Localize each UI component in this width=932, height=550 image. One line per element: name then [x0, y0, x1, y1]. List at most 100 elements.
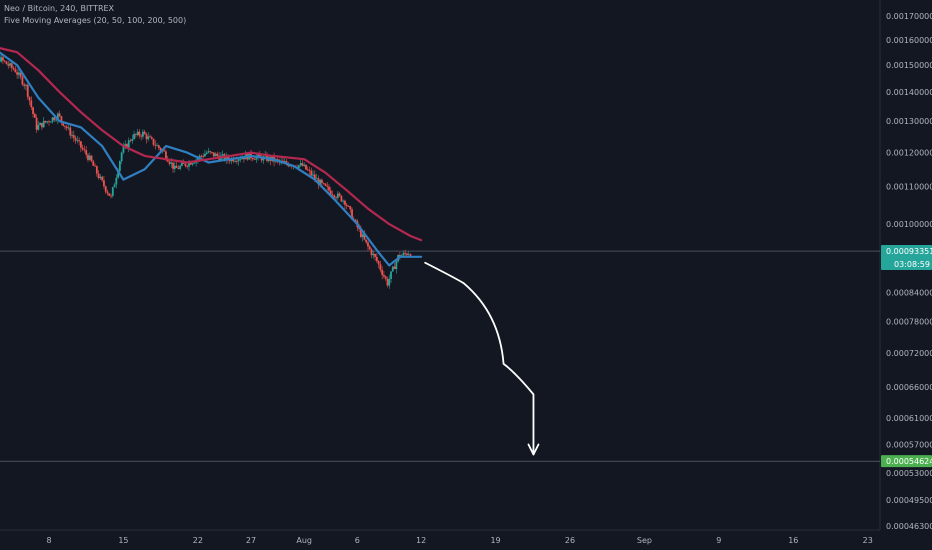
candle-body [333, 195, 336, 198]
candle-body [79, 141, 82, 148]
candle-body [136, 131, 139, 135]
candle-body [209, 151, 212, 153]
candle-body [175, 165, 178, 168]
candle-body [338, 193, 341, 196]
x-tick-label: 23 [863, 536, 873, 545]
y-tick-label: 0.00160000 [886, 36, 932, 45]
candle-body [113, 184, 116, 188]
candle-body [326, 185, 329, 187]
candle-body [103, 180, 105, 187]
candle-body [60, 116, 63, 122]
candle-body [108, 193, 111, 196]
candle-body [149, 136, 151, 138]
candle-body [395, 261, 398, 270]
candle-body [235, 160, 238, 162]
x-tick-label: 26 [565, 536, 575, 545]
y-tick-label: 0.00130000 [886, 117, 932, 126]
candle-body [354, 219, 357, 222]
candle-body [322, 182, 325, 184]
candle-body [282, 160, 284, 162]
symbol-title: Neo / Bitcoin, 240, BITTREX [4, 4, 115, 13]
candle-body [74, 137, 77, 141]
candle-body [118, 161, 121, 171]
candle-body [65, 126, 68, 129]
candle-body [51, 117, 54, 122]
y-tick-label: 0.00170000 [886, 12, 932, 21]
candle-body [172, 162, 174, 169]
candle-body [0, 57, 3, 62]
candle-body [212, 152, 215, 157]
candle-body [152, 138, 155, 145]
candle-body [202, 156, 205, 157]
candle-body [110, 195, 112, 197]
candle-body [216, 153, 219, 156]
candle-body [379, 264, 382, 270]
candle-body [391, 266, 394, 272]
candle-body [156, 145, 158, 147]
projection-arrowhead [527, 443, 540, 456]
candle-body [383, 274, 385, 277]
x-tick-label: 9 [716, 536, 721, 545]
candle-body [205, 152, 208, 154]
candle-body [177, 167, 180, 169]
candle-body [42, 120, 45, 128]
candle-body [21, 76, 24, 85]
candle-body [347, 206, 350, 207]
candle-body [64, 125, 66, 127]
candle-body [182, 162, 185, 164]
candle-body [214, 153, 217, 157]
candle-body [170, 162, 173, 164]
candle-body [9, 63, 11, 66]
candle-body [129, 140, 132, 142]
candle-body [41, 122, 43, 128]
candle-body [69, 127, 72, 136]
candle-body [163, 150, 166, 152]
candle-body [126, 144, 128, 148]
candle-body [14, 69, 17, 73]
candle-body [95, 166, 98, 174]
candle-body [181, 162, 183, 166]
candle-body [257, 154, 260, 157]
candle-body [157, 145, 160, 149]
candle-body [336, 193, 339, 198]
candle-body [53, 117, 56, 120]
candle-body [97, 173, 100, 179]
candle-body [55, 119, 57, 121]
candle-body [406, 253, 408, 256]
candle-body [310, 170, 313, 176]
candle-body [48, 121, 50, 123]
candle-body [237, 159, 240, 162]
candle-body [283, 161, 286, 162]
candle-body [72, 135, 75, 138]
candle-body [83, 149, 86, 151]
candle-body [67, 127, 70, 129]
candle-body [393, 266, 396, 270]
candle-body [99, 176, 102, 179]
candle-body [313, 174, 316, 179]
candle-body [134, 134, 137, 135]
candle-body [140, 135, 143, 137]
candle-body [127, 140, 130, 148]
candle-body [173, 165, 176, 169]
y-tick-label: 0.00140000 [886, 88, 932, 97]
candle-body [374, 253, 376, 257]
candle-body [165, 151, 167, 159]
candle-body [342, 200, 345, 202]
candle-body [159, 148, 162, 151]
candle-body [227, 155, 229, 160]
x-tick-label: 12 [416, 536, 426, 545]
candle-body [23, 84, 26, 86]
candle-body [255, 156, 258, 160]
projection-arrow [424, 261, 535, 456]
candle-body [186, 166, 189, 167]
candle-body [328, 186, 330, 191]
candle-body [308, 170, 311, 171]
candle-body [78, 140, 81, 142]
candle-body [12, 67, 15, 70]
candle-body [390, 271, 392, 280]
candle-body [306, 169, 309, 171]
candle-body [402, 252, 405, 256]
candle-body [62, 121, 65, 126]
candle-body [92, 161, 95, 166]
